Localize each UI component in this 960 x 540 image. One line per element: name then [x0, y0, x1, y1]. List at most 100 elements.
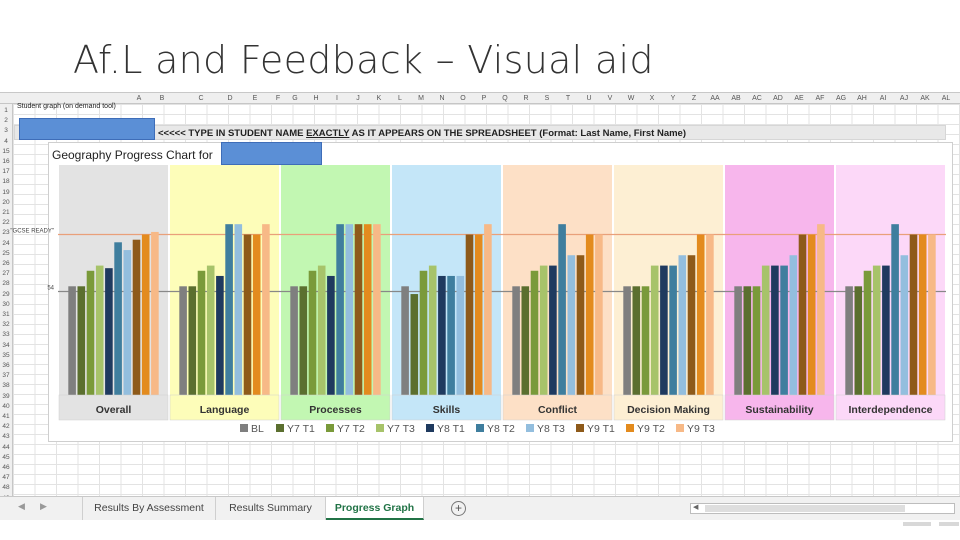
bar-5-7[interactable]: [687, 255, 696, 395]
bar-6-0[interactable]: [734, 286, 742, 395]
bar-1-3[interactable]: [206, 265, 215, 395]
bar-2-9[interactable]: [373, 224, 381, 395]
bar-3-6[interactable]: [456, 275, 465, 395]
column-letter-ac[interactable]: AC: [752, 95, 762, 102]
column-letter-ak[interactable]: AK: [920, 95, 930, 102]
bar-6-7[interactable]: [798, 234, 807, 395]
bar-6-1[interactable]: [743, 286, 752, 395]
add-sheet-icon[interactable]: +: [451, 501, 466, 516]
row-number-40[interactable]: 40: [2, 402, 10, 410]
bar-2-4[interactable]: [327, 275, 335, 395]
row-number-47[interactable]: 47: [2, 474, 10, 482]
row-number-18[interactable]: 18: [2, 178, 10, 186]
bar-0-0[interactable]: [68, 286, 76, 395]
bar-4-3[interactable]: [539, 265, 548, 395]
bar-5-1[interactable]: [632, 286, 641, 395]
bar-6-2[interactable]: [752, 286, 761, 395]
bar-6-8[interactable]: [807, 234, 816, 395]
bar-4-9[interactable]: [595, 234, 603, 395]
column-letter-j[interactable]: J: [356, 95, 360, 102]
column-letter-t[interactable]: T: [565, 95, 571, 102]
row-number-25[interactable]: 25: [2, 249, 10, 257]
bar-3-9[interactable]: [484, 224, 492, 395]
bar-7-5[interactable]: [891, 224, 899, 395]
bar-5-0[interactable]: [623, 286, 631, 395]
column-letter-q[interactable]: Q: [502, 95, 508, 102]
bar-5-8[interactable]: [696, 234, 705, 395]
row-number-20[interactable]: 20: [2, 198, 10, 206]
bar-5-3[interactable]: [650, 265, 659, 395]
bar-4-6[interactable]: [567, 255, 576, 395]
bar-3-3[interactable]: [428, 265, 437, 395]
row-number-27[interactable]: 27: [2, 270, 10, 278]
bar-4-0[interactable]: [512, 286, 520, 395]
column-letter-x[interactable]: X: [649, 95, 655, 102]
bar-4-7[interactable]: [576, 255, 585, 395]
row-number-39[interactable]: 39: [2, 392, 10, 400]
bar-7-1[interactable]: [854, 286, 863, 395]
tab-next-arrow-icon[interactable]: ▶: [40, 501, 47, 511]
column-letter-z[interactable]: Z: [691, 95, 697, 102]
bar-1-9[interactable]: [262, 224, 270, 395]
row-number-19[interactable]: 19: [2, 188, 10, 196]
column-letter-f[interactable]: F: [275, 95, 281, 102]
bar-4-2[interactable]: [530, 270, 539, 395]
row-number-1[interactable]: 1: [4, 107, 8, 114]
column-letter-g[interactable]: G: [292, 95, 298, 102]
bar-0-1[interactable]: [77, 286, 86, 395]
column-letter-u[interactable]: U: [586, 95, 592, 102]
column-letter-v[interactable]: V: [607, 95, 613, 102]
bar-6-6[interactable]: [789, 255, 798, 395]
row-number-34[interactable]: 34: [2, 341, 10, 349]
status-view-layout[interactable]: [939, 522, 959, 526]
bar-0-8[interactable]: [141, 234, 150, 395]
bar-4-8[interactable]: [585, 234, 594, 395]
column-letter-ah[interactable]: AH: [857, 95, 867, 102]
bar-7-8[interactable]: [918, 234, 927, 395]
column-letter-aa[interactable]: AA: [710, 95, 720, 102]
row-number-24[interactable]: 24: [2, 239, 10, 247]
row-number-16[interactable]: 16: [2, 158, 10, 165]
column-letter-r[interactable]: R: [523, 95, 529, 102]
tab-progress-graph[interactable]: Progress Graph: [326, 497, 424, 520]
column-letter-b[interactable]: B: [159, 95, 165, 102]
column-letter-k[interactable]: K: [376, 95, 382, 102]
column-letter-ad[interactable]: AD: [773, 95, 783, 102]
bar-1-7[interactable]: [243, 234, 252, 395]
bar-6-9[interactable]: [817, 224, 825, 395]
row-number-29[interactable]: 29: [2, 290, 10, 298]
column-letter-ai[interactable]: AI: [879, 95, 887, 102]
bar-5-9[interactable]: [706, 234, 714, 395]
row-number-38[interactable]: 38: [2, 382, 10, 390]
bar-0-4[interactable]: [105, 268, 113, 395]
column-letter-al[interactable]: AL: [941, 95, 951, 102]
row-number-41[interactable]: 41: [2, 413, 10, 420]
bar-6-5[interactable]: [780, 265, 788, 395]
row-number-44[interactable]: 44: [2, 443, 10, 451]
bar-1-0[interactable]: [179, 286, 187, 395]
student-name-input[interactable]: [19, 118, 155, 140]
bar-3-4[interactable]: [438, 275, 446, 395]
row-number-45[interactable]: 45: [2, 453, 10, 461]
bar-0-7[interactable]: [132, 239, 141, 395]
row-number-2[interactable]: 2: [4, 117, 8, 125]
bar-1-1[interactable]: [188, 286, 197, 395]
row-number-35[interactable]: 35: [2, 351, 10, 359]
column-letter-ag[interactable]: AG: [835, 95, 847, 102]
bar-2-0[interactable]: [290, 286, 298, 395]
cell-a1-text[interactable]: Student graph (on demand tool): [17, 103, 116, 110]
column-letter-h[interactable]: H: [313, 95, 319, 102]
column-letter-ae[interactable]: AE: [794, 95, 804, 102]
column-letter-y[interactable]: Y: [670, 95, 676, 102]
column-letter-m[interactable]: M: [418, 95, 424, 102]
column-letter-l[interactable]: L: [398, 95, 402, 102]
bar-2-7[interactable]: [354, 224, 363, 395]
row-number-17[interactable]: 17: [2, 168, 10, 176]
bar-2-2[interactable]: [308, 270, 317, 395]
bar-7-4[interactable]: [882, 265, 890, 395]
bar-3-7[interactable]: [465, 234, 474, 395]
tab-results-by-assessment[interactable]: Results By Assessment: [82, 497, 216, 520]
row-number-3[interactable]: 3: [4, 127, 8, 135]
bar-1-8[interactable]: [252, 234, 261, 395]
column-letter-d[interactable]: D: [227, 95, 233, 102]
